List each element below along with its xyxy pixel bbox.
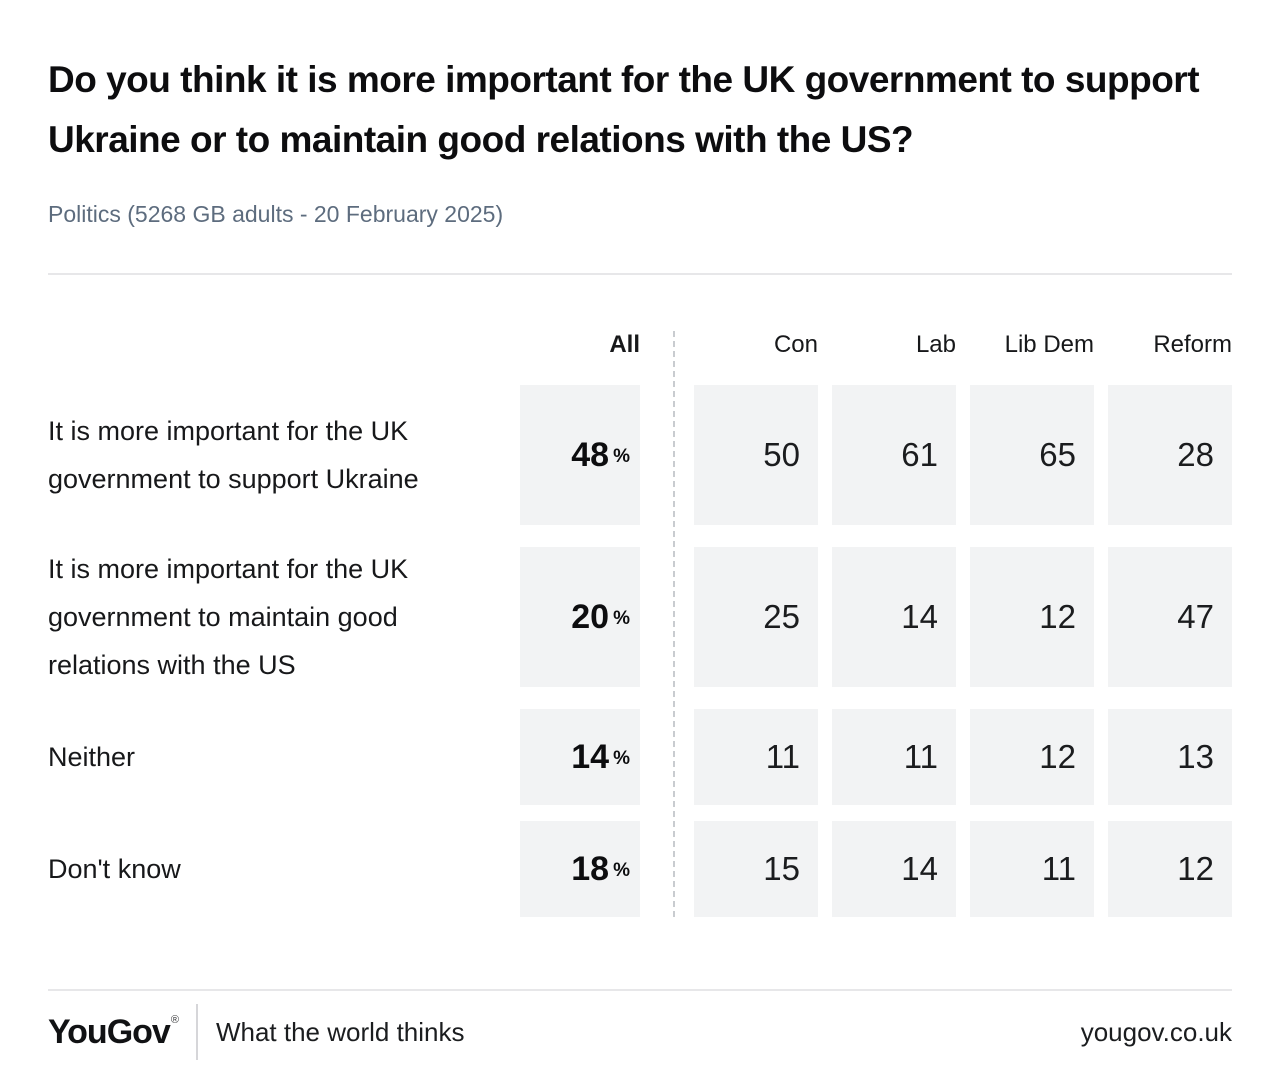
yougov-logo: YouGov®	[48, 1012, 179, 1052]
cell-libdem: 11	[970, 821, 1094, 917]
cell-libdem: 12	[970, 709, 1094, 805]
footer-divider	[48, 989, 1232, 991]
cell-all: 18 %	[520, 821, 640, 917]
cell-reform: 47	[1108, 547, 1232, 687]
cell-reform: 28	[1108, 385, 1232, 525]
cell-reform: 12	[1108, 821, 1232, 917]
row-label: It is more important for the UK governme…	[48, 416, 419, 494]
top-divider	[48, 273, 1232, 275]
row-label: Don't know	[48, 854, 181, 884]
cell-reform: 13	[1108, 709, 1232, 805]
cell-lab: 14	[832, 821, 956, 917]
results-table: All Con Lab Lib Dem Reform It is more im…	[48, 331, 1232, 917]
poll-subtitle: Politics (5268 GB adults - 20 February 2…	[48, 201, 504, 227]
column-header-libdem: Lib Dem	[1004, 331, 1094, 358]
page-title: Do you think it is more important for th…	[48, 59, 1200, 160]
footer-separator-bar	[195, 1004, 198, 1060]
table-row-dont-know: Don't know 18 % 15 14 11 12	[48, 821, 1232, 917]
cell-lab: 61	[832, 385, 956, 525]
cell-con: 25	[694, 547, 818, 687]
cell-con: 11	[694, 709, 818, 805]
column-header-con: Con	[773, 331, 818, 358]
cell-libdem: 65	[970, 385, 1094, 525]
cell-all: 20 %	[520, 547, 640, 687]
yougov-logo-text: YouGov	[48, 1012, 171, 1051]
footer-website-link[interactable]: yougov.co.uk	[1080, 1016, 1232, 1047]
all-value: 18	[571, 849, 610, 888]
all-value: 14	[571, 737, 610, 776]
table-row-neither: Neither 14 % 11 11 12 13	[48, 709, 1232, 805]
cell-libdem: 12	[970, 547, 1094, 687]
percent-sign: %	[613, 748, 630, 769]
row-label: It is more important for the UK governme…	[48, 554, 409, 680]
column-header-reform: Reform	[1153, 331, 1232, 358]
footer-tagline: What the world thinks	[215, 1016, 465, 1047]
percent-sign: %	[613, 860, 630, 881]
percent-sign: %	[613, 446, 630, 467]
column-header-lab: Lab	[915, 331, 956, 358]
footer: YouGov® What the world thinks yougov.co.…	[48, 1001, 1232, 1063]
registered-trademark-icon: ®	[170, 1013, 179, 1026]
all-vs-party-dashed-divider	[673, 331, 675, 917]
cell-con: 50	[694, 385, 818, 525]
all-value: 20	[571, 597, 610, 636]
cell-lab: 11	[832, 709, 956, 805]
table-row-support-ukraine: It is more important for the UK governme…	[48, 385, 1232, 525]
column-header-all: All	[609, 331, 640, 358]
row-label: Neither	[48, 742, 136, 772]
cell-all: 48 %	[520, 385, 640, 525]
cell-lab: 14	[832, 547, 956, 687]
column-header-row: All Con Lab Lib Dem Reform	[48, 331, 1232, 365]
cell-con: 15	[694, 821, 818, 917]
cell-all: 14 %	[520, 709, 640, 805]
all-value: 48	[571, 435, 610, 474]
table-row-relations-us: It is more important for the UK governme…	[48, 547, 1232, 687]
percent-sign: %	[613, 608, 630, 629]
